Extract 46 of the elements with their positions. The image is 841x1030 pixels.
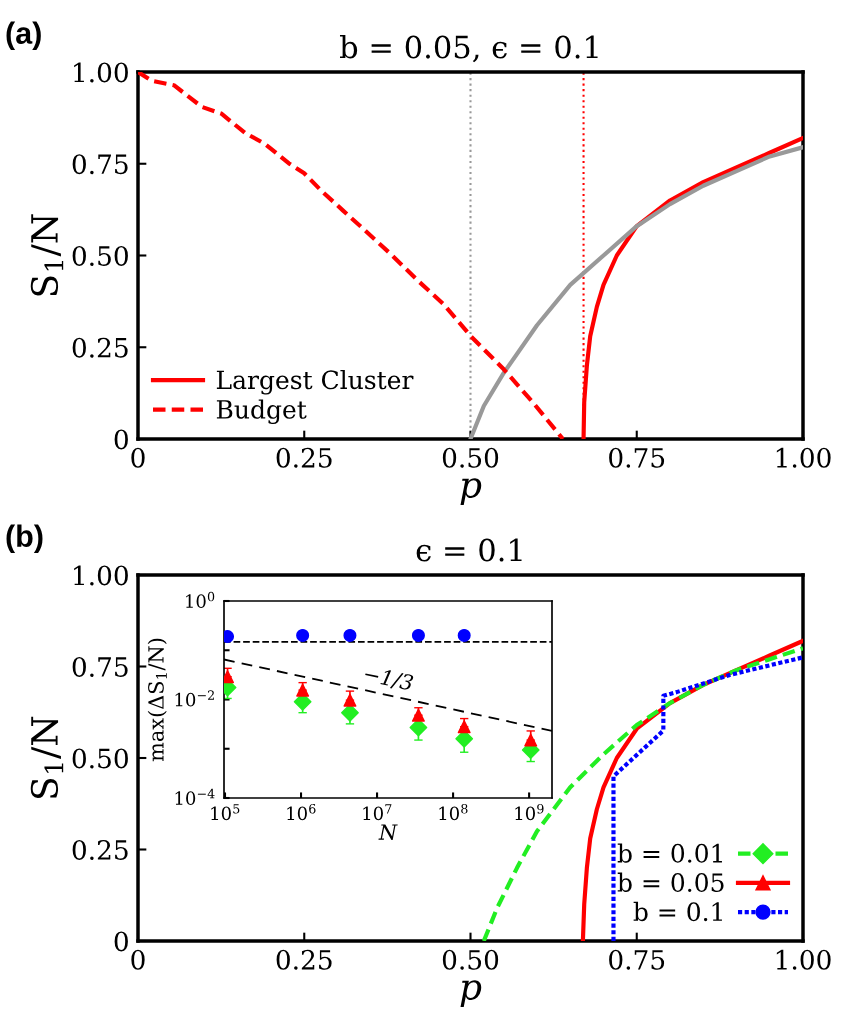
x-axis-title: N [378, 824, 398, 840]
line-series [611, 655, 803, 941]
y-tick-label: 10$^{−4}$ [175, 788, 215, 805]
y-tick-label: 0.75 [72, 656, 128, 677]
y-axis-title: max(ΔS$_{1}$/N) [147, 638, 167, 762]
y-tick-label: 0.25 [72, 839, 128, 860]
x-tick-label: 10$^{8}$ [439, 803, 468, 821]
y-tick-label: 0.75 [72, 154, 128, 175]
x-tick-label: 10$^{7}$ [363, 804, 392, 821]
text: (a) [6, 21, 41, 50]
y-tick-label: 10$^{−2}$ [175, 690, 214, 707]
y-axis-title: S$_{1}$/N [30, 214, 64, 296]
y-axis-title: S$_{1}$/N [30, 716, 64, 798]
legend-label: b = 0.1 [633, 901, 722, 922]
legend-label: b = 0.05 [617, 872, 724, 892]
legend-label: Budget [216, 399, 307, 424]
chart-title: ϵ = 0.1 [416, 538, 522, 562]
y-tick-label: 0.50 [72, 748, 128, 769]
legend-label: b = 0.01 [617, 843, 722, 863]
y-tick-label: 0 [114, 429, 128, 450]
x-tick-label: 0.50 [442, 949, 499, 970]
y-tick-label: 0.50 [72, 245, 128, 266]
x-tick-label: 0 [131, 949, 145, 970]
y-tick-label: 1.00 [74, 62, 128, 83]
legend-label: Largest Cluster [216, 369, 414, 395]
x-tick-label: 1.00 [776, 447, 831, 468]
x-tick-label: 0.75 [609, 447, 665, 468]
x-tick-label: 1.00 [776, 949, 831, 970]
annotation: −1/3 [363, 665, 414, 693]
x-tick-label: 0 [131, 447, 145, 468]
x-tick-label: 10$^{5}$ [211, 804, 240, 821]
x-tick-label: 10$^{6}$ [287, 803, 316, 821]
x-tick-label: 0.75 [609, 949, 665, 970]
x-tick-label: 0.25 [276, 447, 332, 468]
y-tick-label: 0 [114, 931, 128, 952]
chart-title: b = 0.05, ϵ = 0.1 [339, 34, 598, 63]
y-tick-label: 0.25 [72, 337, 128, 358]
x-tick-label: 0.25 [276, 949, 332, 970]
x-tick-label: 10$^{9}$ [515, 803, 544, 821]
y-tick-label: 10$^{0}$ [186, 591, 215, 608]
y-tick-label: 1.00 [74, 565, 128, 586]
x-tick-label: 0.50 [442, 447, 499, 468]
x-axis-title: p [460, 478, 482, 506]
line-series [481, 646, 803, 941]
text: (b) [6, 524, 43, 554]
x-axis-title: p [460, 980, 482, 1008]
